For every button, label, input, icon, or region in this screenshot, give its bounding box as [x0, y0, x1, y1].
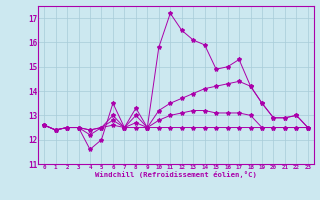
X-axis label: Windchill (Refroidissement éolien,°C): Windchill (Refroidissement éolien,°C): [95, 171, 257, 178]
